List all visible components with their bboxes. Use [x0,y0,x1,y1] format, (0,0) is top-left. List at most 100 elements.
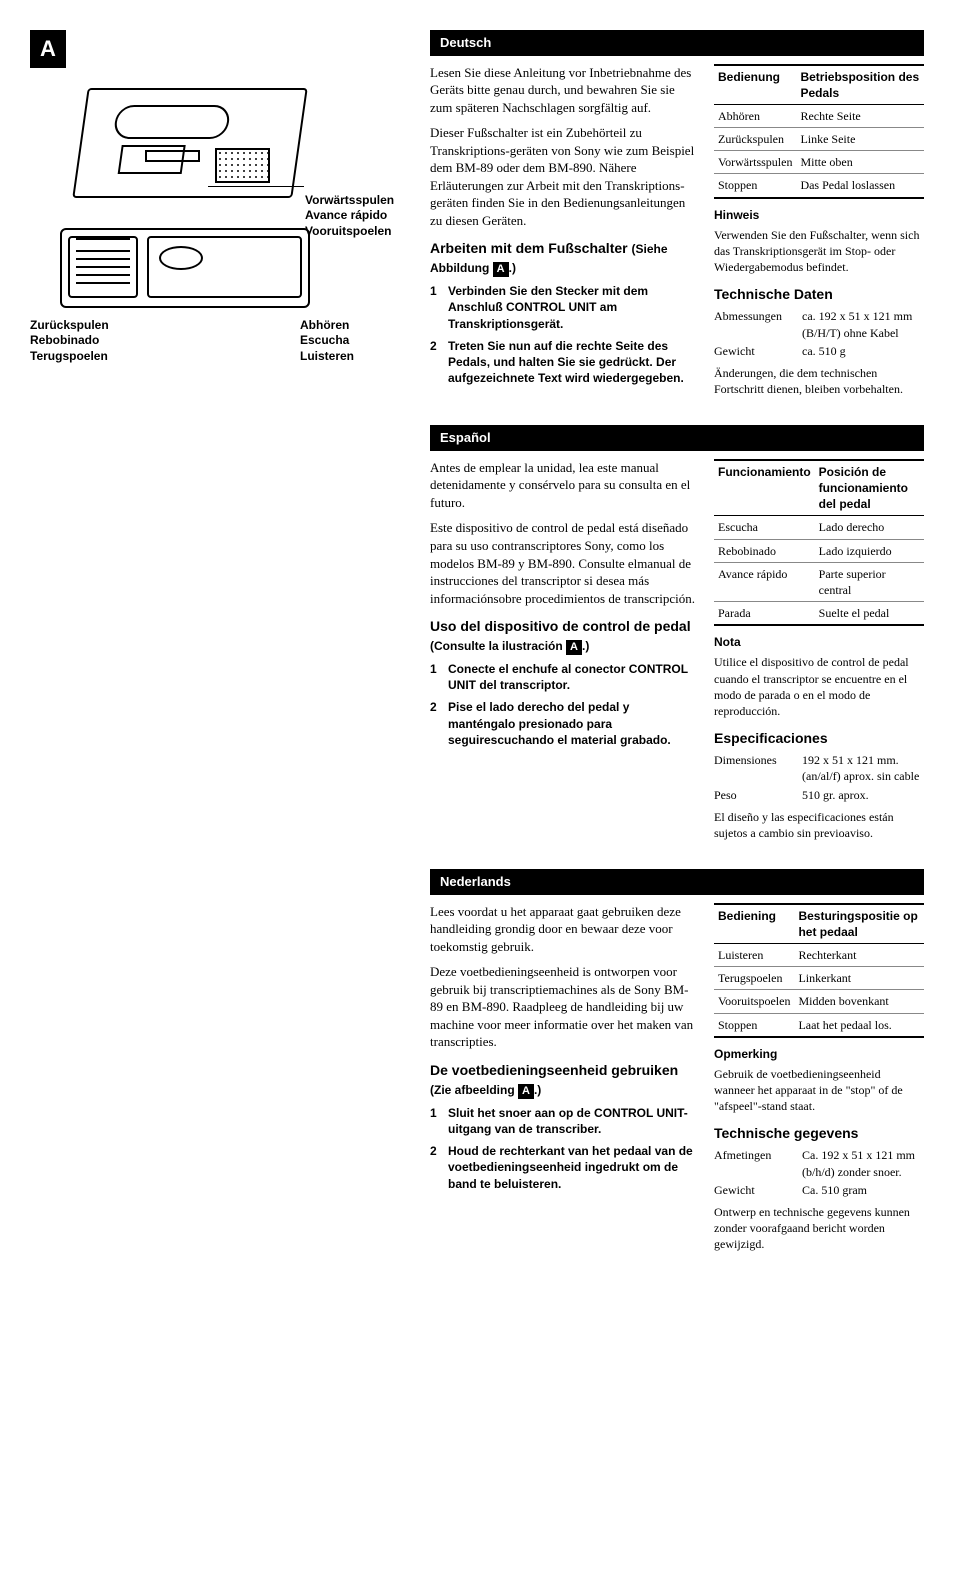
spec-value: 192 x 51 x 121 mm. (an/al/f) aprox. sin … [802,752,924,784]
operation-table: BedieningBesturingspositie op het pedaal… [714,903,924,1038]
table-cell: Linkerkant [794,967,924,990]
note-heading: Nota [714,634,924,650]
spec-value: ca. 510 g [802,343,924,359]
spec-value: 510 gr. aprox. [802,787,924,803]
intro-paragraph: Lesen Sie diese Anleitung vor Inbetriebn… [430,64,696,117]
spec-key: Afmetingen [714,1147,794,1179]
table-row: StoppenDas Pedal loslassen [714,174,924,198]
specs-block: AfmetingenCa. 192 x 51 x 121 mm (b/h/d) … [714,1147,924,1198]
spec-key: Dimensiones [714,752,794,784]
note-text: Gebruik de voetbedieningseenheid wanneer… [714,1066,924,1115]
table-row: AbhörenRechte Seite [714,104,924,127]
specs-heading: Technische Daten [714,285,924,304]
lang-header: Nederlands [430,869,924,895]
table-cell: Midden bovenkant [794,990,924,1013]
table-cell: Zurückspulen [714,128,796,151]
usage-heading: Arbeiten mit dem Fußschalter (Siehe Abbi… [430,239,696,277]
spec-key: Abmessungen [714,308,794,340]
table-cell: Laat het pedaal los. [794,1013,924,1037]
table-header: Besturingspositie op het pedaal [794,904,924,944]
note-heading: Hinweis [714,207,924,223]
label-listen: AbhörenEscuchaLuisteren [300,318,400,365]
intro-paragraph: Deze voetbedieningseenheid is ontworpen … [430,963,696,1051]
step-item: 1Sluit het snoer aan op de CONTROL UNIT-… [430,1105,696,1137]
table-cell: Luisteren [714,943,794,966]
usage-heading: De voetbedieningseenheid gebruiken (Zie … [430,1061,696,1099]
spec-key: Gewicht [714,1182,794,1198]
table-cell: Suelte el pedal [815,602,924,626]
table-row: ZurückspulenLinke Seite [714,128,924,151]
intro-paragraph: Dieser Fußschalter ist ein Zubehörteil z… [430,124,696,229]
label-rewind: ZurückspulenRebobinadoTerugspoelen [30,318,150,365]
usage-heading: Uso del dispositivo de control de pedal … [430,617,696,655]
spec-value: Ca. 192 x 51 x 121 mm (b/h/d) zonder sno… [802,1147,924,1179]
intro-paragraph: Antes de emplear la unidad, lea este man… [430,459,696,512]
spec-key: Peso [714,787,794,803]
step-item: 1Conecte el enchufe al conector CONTROL … [430,661,696,693]
step-item: 2Treten Sie nun auf die rechte Seite des… [430,338,696,387]
table-cell: Parada [714,602,815,626]
table-row: LuisterenRechterkant [714,943,924,966]
table-cell: Vooruitspoelen [714,990,794,1013]
step-item: 2Pise el lado derecho del pedal y mantén… [430,699,696,748]
table-row: EscuchaLado derecho [714,516,924,539]
specs-block: Abmessungenca. 192 x 51 x 121 mm (B/H/T)… [714,308,924,359]
footnote: Ontwerp en technische gegevens kunnen zo… [714,1204,924,1253]
diagram-letter-badge: A [30,30,66,68]
lang-header: Español [430,425,924,451]
table-cell: Rechterkant [794,943,924,966]
table-cell: Das Pedal loslassen [796,174,924,198]
table-row: VooruitspoelenMidden bovenkant [714,990,924,1013]
table-cell: Stoppen [714,1013,794,1037]
table-row: VorwärtsspulenMitte oben [714,151,924,174]
table-cell: Lado izquierdo [815,539,924,562]
operation-table: FuncionamientoPosición de funcionamiento… [714,459,924,627]
table-cell: Parte superior central [815,562,924,601]
table-header: Posición de funcionamiento del pedal [815,460,924,516]
table-header: Bediening [714,904,794,944]
specs-heading: Technische gegevens [714,1124,924,1143]
specs-heading: Especificaciones [714,729,924,748]
lang-section-nederlands: Nederlands Lees voordat u het apparaat ga… [430,869,924,1260]
intro-paragraph: Este dispositivo de control de pedal est… [430,519,696,607]
spec-value: Ca. 510 gram [802,1182,924,1198]
table-row: TerugspoelenLinkerkant [714,967,924,990]
label-forward: VorwärtsspulenAvance rápidoVooruitspoele… [305,193,415,240]
table-header: Bedienung [714,65,796,105]
note-text: Utilice el dispositivo de control de ped… [714,654,924,719]
table-row: RebobinadoLado izquierdo [714,539,924,562]
lang-section-español: Español Antes de emplear la unidad, lea e… [430,425,924,849]
table-header: Betriebsposition des Pedals [796,65,924,105]
table-cell: Lado derecho [815,516,924,539]
table-cell: Stoppen [714,174,796,198]
table-cell: Vorwärtsspulen [714,151,796,174]
specs-block: Dimensiones192 x 51 x 121 mm. (an/al/f) … [714,752,924,803]
table-cell: Escucha [714,516,815,539]
steps-list: 1Verbinden Sie den Stecker mit dem Ansch… [430,283,696,386]
steps-list: 1Sluit het snoer aan op de CONTROL UNIT-… [430,1105,696,1192]
table-cell: Mitte oben [796,151,924,174]
diagram-section: A VorwärtsspulenAvance rápidoVooruitspoe… [30,30,410,368]
table-header: Funcionamiento [714,460,815,516]
footnote: El diseño y las especificaciones están s… [714,809,924,841]
steps-list: 1Conecte el enchufe al conector CONTROL … [430,661,696,748]
step-item: 1Verbinden Sie den Stecker mit dem Ansch… [430,283,696,332]
table-cell: Abhören [714,104,796,127]
note-heading: Opmerking [714,1046,924,1062]
step-item: 2Houd de rechterkant van het pedaal van … [430,1143,696,1192]
device-diagram: VorwärtsspulenAvance rápidoVooruitspoele… [30,88,390,368]
note-text: Verwenden Sie den Fußschalter, wenn sich… [714,227,924,276]
table-cell: Avance rápido [714,562,815,601]
table-cell: Rechte Seite [796,104,924,127]
table-cell: Linke Seite [796,128,924,151]
intro-paragraph: Lees voordat u het apparaat gaat gebruik… [430,903,696,956]
footnote: Änderungen, die dem technischen Fortschr… [714,365,924,397]
lang-section-deutsch: Deutsch Lesen Sie diese Anleitung vor Inb… [430,30,924,405]
operation-table: BedienungBetriebsposition des PedalsAbhö… [714,64,924,199]
lang-header: Deutsch [430,30,924,56]
table-cell: Terugspoelen [714,967,794,990]
spec-key: Gewicht [714,343,794,359]
table-row: ParadaSuelte el pedal [714,602,924,626]
table-row: Avance rápidoParte superior central [714,562,924,601]
table-cell: Rebobinado [714,539,815,562]
